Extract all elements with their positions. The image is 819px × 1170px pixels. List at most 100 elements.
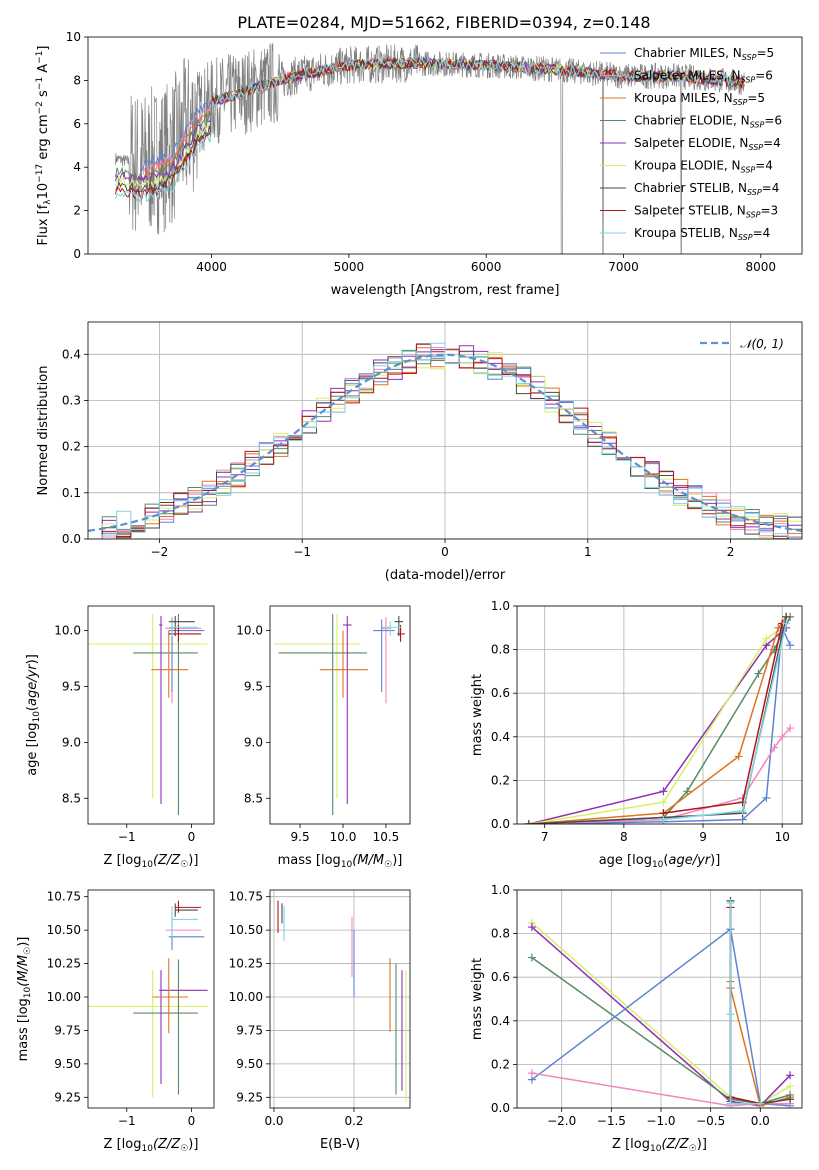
label-part: ( xyxy=(663,853,668,868)
label-part: λ xyxy=(43,199,53,205)
mass-weight-vs-z-frame xyxy=(516,889,803,1109)
y-tick-label: 1.0 xyxy=(491,883,510,897)
x-tick-label: 8000 xyxy=(746,260,777,274)
y-tick-label: 10.00 xyxy=(229,990,263,1004)
label-part: age/yr xyxy=(25,663,40,706)
y-tick-label: 0.2 xyxy=(62,440,81,454)
subscript: ☉ xyxy=(689,1144,697,1154)
x-axis-label: age [log10(age/yr)] xyxy=(599,853,721,870)
clipped-marks xyxy=(527,896,795,1108)
y-axis-label: mass weight xyxy=(470,674,485,756)
x-tick-label: −2.0 xyxy=(547,1114,576,1128)
mass-vs-z-panel: −1 0 9.25 9.50 9.75 10.00 10.25 10.50 10.75 Z [lo… xyxy=(16,889,215,1154)
label-part: A xyxy=(36,64,51,77)
y-tick-label: 1.0 xyxy=(491,599,510,613)
marker-salpeter_miles xyxy=(770,743,779,752)
residual-panel: −2 −1 0 1 2 0.0 0.1 0.2 0.3 0.4 (data-model)/error… xyxy=(36,321,803,583)
clipped-marks xyxy=(88,342,802,539)
label-part: )] xyxy=(697,1137,707,1152)
legend-val: =4 xyxy=(755,159,773,173)
x-tick-label: −1.5 xyxy=(597,1114,626,1128)
x-tick-label: 9.5 xyxy=(291,830,310,844)
label-part: (Z/Z xyxy=(153,853,181,868)
label-part: mass [log xyxy=(16,998,31,1061)
series-chabrier_miles xyxy=(531,927,791,1107)
marker-kroupa_stelib xyxy=(726,1099,735,1108)
y-tick-label: 10.75 xyxy=(47,890,81,904)
x-tick-label: 8 xyxy=(620,830,628,844)
x-tick-label: 0.2 xyxy=(344,1114,363,1128)
x-axis-label: E(B-V) xyxy=(320,1137,360,1152)
subscript: 10 xyxy=(141,860,153,870)
label-part: −1 xyxy=(35,77,45,90)
marker-salpeter_miles xyxy=(786,724,795,733)
label-part: age/yr xyxy=(668,853,711,868)
legend-sub: SSP xyxy=(750,121,765,130)
series-salpeter_miles xyxy=(531,1072,791,1107)
subscript: 10 xyxy=(141,1144,153,1154)
y-tick-label: 10.25 xyxy=(47,957,81,971)
x-axis-label: Z [log10(Z/Z☉)] xyxy=(612,1137,707,1154)
y-tick-label: 0.4 xyxy=(491,730,510,744)
legend-val: =4 xyxy=(762,181,780,195)
label-part: age [log xyxy=(25,723,40,776)
y-tick-label: 9.25 xyxy=(54,1090,81,1104)
legend-sub: SSP xyxy=(741,166,756,175)
marker-chabrier_elodie xyxy=(683,787,692,796)
label-part: (Z/Z xyxy=(153,1137,181,1152)
label-part: )] xyxy=(392,853,402,868)
mass-weight-vs-age-frame xyxy=(516,605,803,825)
subscript: 10 xyxy=(341,860,353,870)
x-tick-label: 0.0 xyxy=(264,1114,283,1128)
y-tick-label: 2 xyxy=(73,204,81,218)
subscript: ☉ xyxy=(180,860,188,870)
x-tick-label: 0 xyxy=(188,1114,196,1128)
legend-entry: Kroupa ELODIE, NSSP=4 xyxy=(634,159,773,175)
series-salpeter_miles xyxy=(528,727,791,824)
legend-val: =3 xyxy=(760,204,778,218)
x-axis-label: Z [log10(Z/Z☉)] xyxy=(104,853,199,870)
x-tick-label: 0.0 xyxy=(751,1114,770,1128)
y-tick-label: 8.5 xyxy=(62,791,81,805)
mass-weight-vs-z-panel: −2.0 −1.5 −1.0 −0.5 0.0 0.0 0.2 0.4 0.6 0.8 1.0 mas… xyxy=(470,883,803,1154)
series-kroupa_elodie xyxy=(528,627,783,824)
y-tick-label: 10.0 xyxy=(54,624,81,638)
label-part: )] xyxy=(188,853,198,868)
y-tick-label: 8 xyxy=(73,73,81,87)
legend-entry: Chabrier STELIB, NSSP=4 xyxy=(634,181,779,197)
residual-frame xyxy=(87,321,803,540)
legend-text: Chabrier ELODIE, N xyxy=(634,114,750,128)
label-part: 10 xyxy=(32,711,42,723)
y-tick-label: 8.5 xyxy=(244,791,263,805)
marker-kroupa_stelib xyxy=(659,815,668,824)
legend-text: Kroupa STELIB, N xyxy=(634,226,738,240)
marker-kroupa_stelib xyxy=(782,619,791,628)
clipped-marks xyxy=(88,900,208,1098)
legend-text: Salpeter STELIB, N xyxy=(634,204,746,218)
y-axis-label: mass [log10(M/M☉)] xyxy=(16,937,33,1062)
x-tick-label: 0 xyxy=(441,545,449,559)
label-part: Flux [f xyxy=(36,204,51,245)
marker-chabrier_miles xyxy=(786,641,795,650)
x-tick-label: 10 xyxy=(775,830,790,844)
y-tick-label: 0.0 xyxy=(491,1101,510,1115)
legend-entry: Salpeter STELIB, NSSP=3 xyxy=(634,204,778,220)
marker-kroupa_stelib xyxy=(726,899,735,908)
y-tick-label: 10.75 xyxy=(229,890,263,904)
legend-sub: SSP xyxy=(741,76,756,85)
x-axis-label: mass [log10(M/M☉)] xyxy=(278,853,403,870)
marker-salpeter_miles xyxy=(778,732,787,741)
series-chabrier_elodie xyxy=(531,956,791,1105)
y-tick-label: 0.8 xyxy=(491,643,510,657)
label-part: ☉ xyxy=(23,947,33,955)
clipped-marks xyxy=(274,613,405,816)
clipped-marks xyxy=(88,613,208,816)
spectrum-panel: 4000 5000 6000 7000 8000 0 2 4 6 8 10 wavelength [A… xyxy=(35,30,803,298)
y-tick-label: 10 xyxy=(66,30,81,44)
legend-val: =4 xyxy=(753,226,771,240)
legend-text: Chabrier STELIB, N xyxy=(634,181,747,195)
age-vs-mass-panel: 9.5 10.0 10.5 8.5 9.0 9.5 10.0 mass [log10(M/M☉… xyxy=(236,605,411,870)
label-part: ( xyxy=(25,706,40,711)
label-part: )] xyxy=(16,937,31,947)
x-tick-label: 10.0 xyxy=(330,830,357,844)
